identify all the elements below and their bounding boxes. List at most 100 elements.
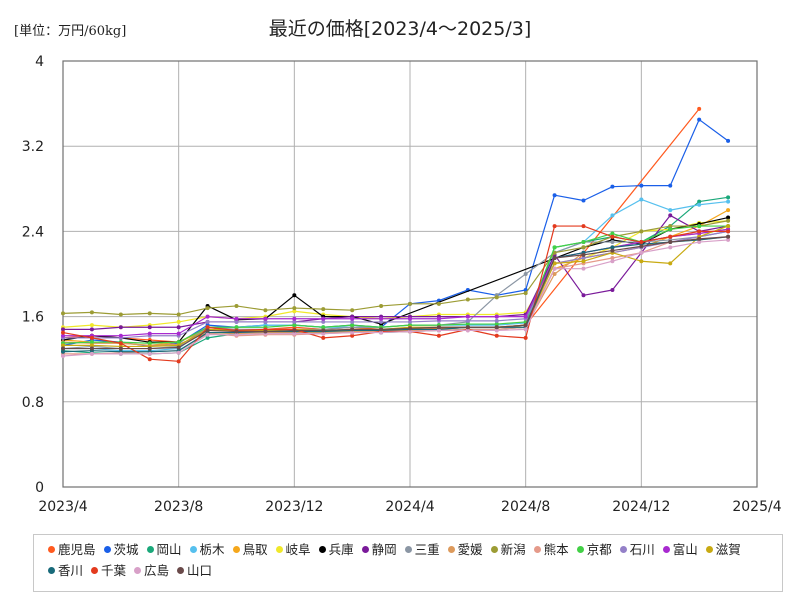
- data-point-京都: [697, 224, 702, 229]
- data-point-広島: [610, 259, 615, 264]
- legend-marker: [619, 546, 627, 553]
- data-point-静岡: [668, 213, 673, 218]
- data-point-栃木: [726, 199, 731, 204]
- legend-marker: [177, 567, 185, 574]
- legend-marker: [134, 567, 142, 574]
- data-point-山口: [147, 346, 152, 351]
- data-point-京都: [581, 240, 586, 245]
- data-point-新潟: [89, 310, 94, 315]
- data-point-岡山: [726, 195, 731, 200]
- data-point-京都: [292, 323, 297, 328]
- legend-item: 鹿児島: [48, 541, 96, 558]
- data-point-石川: [321, 319, 326, 324]
- data-point-富山: [494, 314, 499, 319]
- legend-label: 富山: [672, 542, 698, 557]
- data-point-広島: [408, 329, 412, 334]
- legend-marker: [48, 567, 55, 574]
- data-point-山口: [523, 323, 528, 328]
- data-point-千葉: [176, 359, 181, 364]
- data-point-新潟: [205, 306, 210, 311]
- series-line-新潟: [62, 220, 729, 316]
- data-point-静岡: [581, 293, 586, 298]
- legend-label: 新潟: [500, 542, 526, 557]
- legend-marker: [576, 546, 584, 553]
- data-point-広島: [639, 250, 644, 255]
- data-point-広島: [205, 332, 210, 337]
- data-point-香川: [610, 245, 615, 250]
- data-point-石川: [379, 319, 384, 324]
- legend-marker: [189, 546, 197, 553]
- data-point-京都: [610, 231, 615, 236]
- series-line-広島: [62, 239, 729, 357]
- data-point-広島: [292, 331, 297, 336]
- legend-item: 栃木: [189, 541, 225, 558]
- data-point-新潟: [118, 312, 123, 317]
- data-point-広島: [552, 266, 557, 271]
- data-point-新潟: [61, 311, 65, 316]
- legend-item: 千葉: [91, 562, 126, 579]
- legend-marker: [275, 546, 283, 553]
- legend-label: 山口: [187, 563, 213, 578]
- data-point-広島: [89, 351, 94, 356]
- data-point-広島: [523, 327, 528, 332]
- data-point-三重: [610, 240, 615, 245]
- data-point-広島: [147, 351, 152, 356]
- data-point-千葉: [436, 333, 441, 338]
- data-point-富山: [234, 316, 239, 321]
- data-point-栃木: [610, 213, 615, 218]
- data-point-千葉: [89, 335, 94, 340]
- data-point-千葉: [147, 357, 152, 362]
- data-point-鹿児島: [697, 106, 702, 111]
- data-point-山口: [552, 256, 557, 261]
- legend-marker: [705, 546, 713, 553]
- data-point-千葉: [668, 234, 673, 239]
- data-point-新潟: [350, 308, 355, 313]
- legend-item: 岡山: [146, 541, 182, 558]
- legend-label: 兵庫: [328, 542, 354, 557]
- data-point-千葉: [581, 224, 586, 229]
- y-tick-label: 4: [35, 54, 44, 70]
- data-point-京都: [234, 325, 239, 330]
- data-point-滋賀: [552, 261, 557, 266]
- legend-label: 千葉: [101, 563, 127, 578]
- data-point-栃木: [639, 197, 644, 202]
- data-point-新潟: [321, 307, 326, 312]
- data-point-新潟: [292, 306, 297, 311]
- legend-item: 富山: [662, 541, 698, 558]
- data-point-京都: [321, 325, 326, 330]
- data-point-茨城: [581, 198, 586, 203]
- unit-label: [単位：万円/60kg]: [14, 24, 127, 39]
- data-point-山口: [234, 329, 239, 334]
- data-point-山口: [581, 252, 586, 257]
- data-point-滋賀: [581, 259, 586, 264]
- data-point-京都: [147, 341, 152, 346]
- data-point-石川: [205, 319, 210, 324]
- legend-label: 静岡: [371, 542, 397, 557]
- legend-item: 香川: [48, 562, 83, 579]
- data-point-千葉: [726, 229, 731, 234]
- data-point-山口: [176, 345, 181, 350]
- data-point-静岡: [176, 325, 181, 330]
- data-point-京都: [668, 227, 673, 232]
- data-point-富山: [321, 316, 326, 321]
- legend-label: 鹿児島: [58, 542, 96, 557]
- data-point-愛媛: [552, 272, 557, 276]
- legend-label: 岡山: [156, 542, 182, 557]
- data-point-広島: [321, 331, 326, 336]
- data-point-岡山: [697, 199, 702, 204]
- data-point-新潟: [234, 303, 239, 308]
- series-line-京都: [62, 225, 729, 344]
- data-point-山口: [118, 346, 123, 351]
- data-point-栃木: [668, 208, 673, 213]
- data-point-千葉: [350, 333, 355, 338]
- data-point-石川: [465, 318, 470, 323]
- legend-item: 山口: [177, 562, 212, 579]
- legend-label: 熊本: [543, 542, 569, 557]
- legend-item: 愛媛: [447, 541, 483, 558]
- data-point-山口: [321, 328, 326, 333]
- legend-item: 茨城: [103, 541, 139, 558]
- legend-item: 石川: [619, 541, 655, 558]
- data-point-富山: [176, 331, 181, 336]
- data-point-新潟: [176, 312, 181, 317]
